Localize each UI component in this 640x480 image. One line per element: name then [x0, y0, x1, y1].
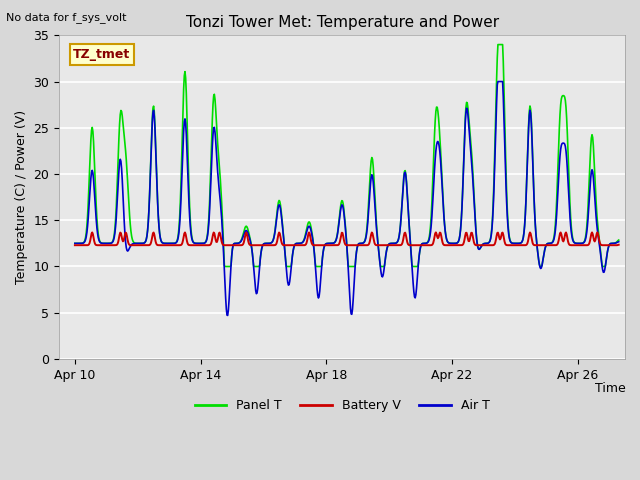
Panel T [181, 69, 189, 74]
Y-axis label: Temperature (C) / Power (V): Temperature (C) / Power (V) [15, 110, 28, 284]
Panel T [399, 181, 407, 187]
Battery V [353, 242, 360, 248]
Title: Tonzi Tower Met: Temperature and Power: Tonzi Tower Met: Temperature and Power [186, 15, 499, 30]
Battery V [133, 242, 141, 248]
Line: Air T: Air T [75, 82, 619, 315]
Battery V [181, 229, 189, 235]
Air T [133, 240, 141, 246]
Air T [494, 79, 502, 84]
Battery V [145, 242, 152, 248]
Air T [71, 240, 79, 246]
Text: TZ_tmet: TZ_tmet [74, 48, 131, 61]
Line: Panel T: Panel T [75, 45, 619, 266]
Panel T [145, 218, 152, 224]
Panel T [133, 240, 141, 246]
Air T [145, 219, 152, 225]
Panel T [488, 231, 495, 237]
Legend: Panel T, Battery V, Air T: Panel T, Battery V, Air T [190, 395, 494, 418]
Air T [615, 239, 623, 245]
Panel T [615, 237, 623, 243]
Battery V [615, 242, 623, 248]
Text: No data for f_sys_volt: No data for f_sys_volt [6, 12, 127, 23]
Panel T [353, 245, 361, 251]
Air T [488, 232, 495, 238]
X-axis label: Time: Time [595, 382, 626, 395]
Line: Battery V: Battery V [75, 232, 619, 245]
Battery V [432, 229, 440, 235]
Panel T [221, 264, 229, 269]
Battery V [399, 240, 406, 245]
Air T [353, 245, 361, 251]
Air T [399, 183, 407, 189]
Air T [224, 312, 232, 318]
Battery V [488, 242, 495, 248]
Panel T [71, 240, 79, 246]
Battery V [71, 242, 79, 248]
Air T [181, 116, 189, 122]
Panel T [494, 42, 502, 48]
